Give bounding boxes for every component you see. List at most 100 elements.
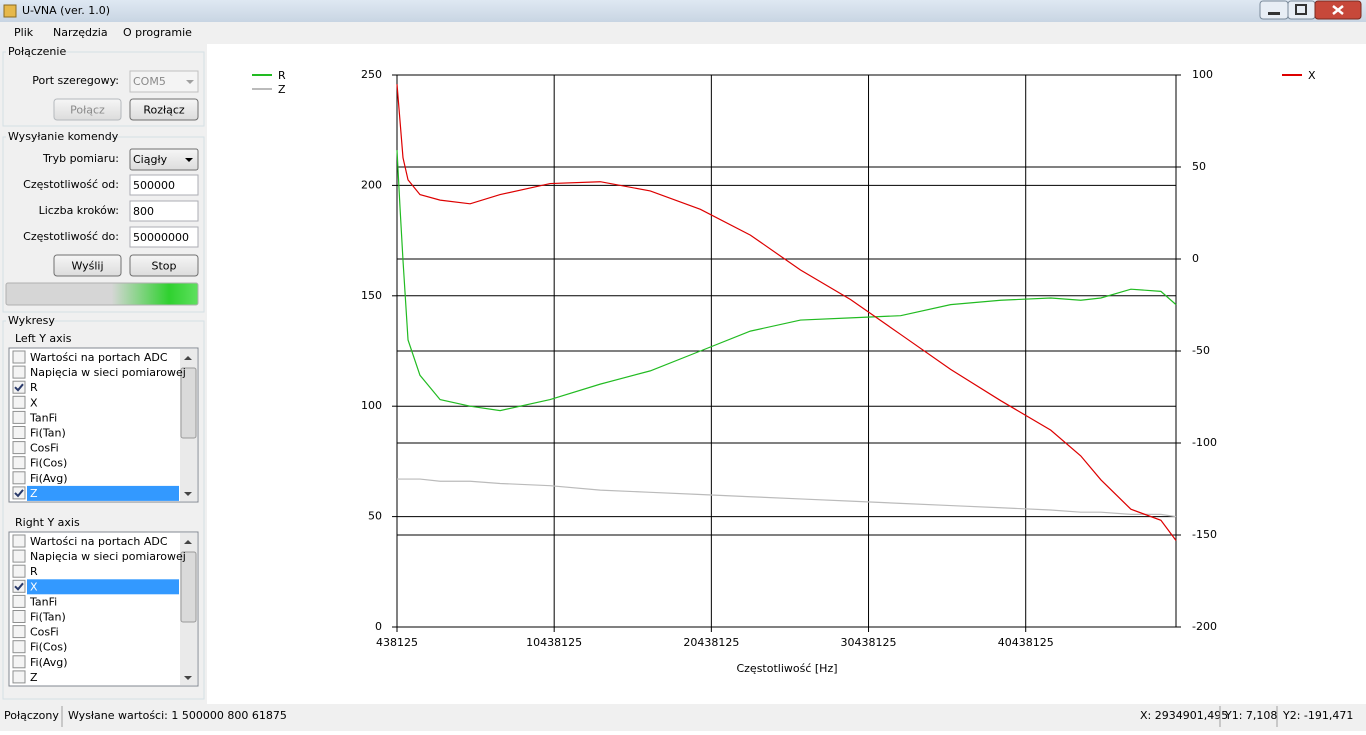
field-label: Liczba kroków:: [39, 204, 119, 217]
dropdown[interactable]: [129, 148, 199, 171]
list-item[interactable]: TanFi: [29, 411, 57, 424]
scroll-thumb[interactable]: [180, 367, 197, 439]
checkbox[interactable]: [12, 410, 26, 424]
checkbox[interactable]: [12, 594, 26, 608]
list-item[interactable]: Wartości na portach ADC: [30, 535, 168, 548]
dropdown-value: Ciągły: [133, 153, 168, 166]
x-tick-label: 10438125: [526, 636, 582, 649]
checkbox[interactable]: [12, 380, 26, 394]
series-line: [396, 84, 1177, 541]
list-item[interactable]: X: [30, 396, 38, 409]
list-selection: [27, 485, 179, 501]
checkbox[interactable]: [12, 564, 26, 578]
group-title-bg: [6, 45, 66, 59]
y-tick-label: 50: [368, 510, 382, 523]
checkbox[interactable]: [12, 670, 26, 684]
button[interactable]: [53, 98, 122, 121]
text-input[interactable]: [129, 174, 199, 196]
list-item[interactable]: Napięcia w sieci pomiarowej: [30, 550, 186, 563]
checkbox[interactable]: [12, 534, 26, 548]
y2-tick-label: 100: [1192, 68, 1213, 81]
list-item[interactable]: Wartości na portach ADC: [30, 351, 168, 364]
text-input[interactable]: [129, 226, 199, 248]
dropdown-arrow: [185, 158, 193, 162]
checkbox[interactable]: [12, 395, 26, 409]
list-item[interactable]: Fi(Tan): [30, 427, 66, 440]
list-item[interactable]: Z: [30, 671, 38, 684]
checkbox[interactable]: [12, 350, 26, 364]
y2-tick-label: -150: [1192, 528, 1217, 541]
minimize-button[interactable]: [1259, 0, 1289, 20]
list-item[interactable]: X: [30, 580, 38, 593]
list-title: Left Y axis: [15, 332, 72, 345]
check-mark: [14, 383, 24, 392]
field-label: Port szeregowy:: [32, 74, 119, 87]
series-line: [397, 478, 1177, 518]
group-title: Wykresy: [8, 314, 55, 327]
button-label: Stop: [151, 260, 176, 273]
list-item[interactable]: Napięcia w sieci pomiarowej: [30, 366, 186, 379]
button[interactable]: [129, 98, 199, 121]
menu-item[interactable]: Plik: [14, 26, 34, 39]
list-box: [8, 531, 199, 687]
menu-item[interactable]: Narzędzia: [53, 26, 108, 39]
checkbox[interactable]: [12, 655, 26, 669]
y2-tick-label: 0: [1192, 252, 1199, 265]
text-input[interactable]: [129, 200, 199, 222]
status-sent: Wysłane wartości: 1 500000 800 61875: [68, 709, 287, 722]
checkbox[interactable]: [12, 426, 26, 439]
checkbox[interactable]: [12, 365, 26, 379]
checkbox[interactable]: [12, 456, 26, 470]
y2-tick-label: -200: [1192, 620, 1217, 633]
series-line: [396, 150, 1177, 412]
list-item[interactable]: Z: [30, 487, 38, 500]
combobox[interactable]: [129, 70, 199, 93]
legend-label: Z: [278, 83, 286, 96]
checkbox[interactable]: [12, 579, 26, 593]
button[interactable]: [129, 254, 199, 277]
list-item[interactable]: CosFi: [30, 442, 59, 455]
list-item[interactable]: Fi(Avg): [30, 656, 68, 669]
minimize-icon: [1268, 12, 1280, 15]
menu-item[interactable]: O programie: [123, 26, 192, 39]
field-label: Częstotliwość od:: [23, 178, 119, 191]
y2-tick-label: -50: [1192, 344, 1210, 357]
y-tick-label: 0: [375, 620, 382, 633]
dropdown-arrow: [184, 356, 192, 360]
x-tick-label: 20438125: [683, 636, 739, 649]
scroll-thumb[interactable]: [180, 551, 197, 623]
group-title: Połączenie: [8, 45, 66, 58]
checkbox[interactable]: [12, 441, 26, 455]
list-item[interactable]: Fi(Cos): [30, 641, 67, 654]
checkbox[interactable]: [12, 471, 26, 485]
field-label: Tryb pomiaru:: [42, 152, 119, 165]
list-item[interactable]: CosFi: [30, 626, 59, 639]
window-title: U-VNA (ver. 1.0): [22, 4, 110, 17]
list-item[interactable]: R: [30, 565, 38, 578]
checkbox[interactable]: [12, 610, 26, 623]
button-label: Rozłącz: [143, 104, 185, 117]
restore-icon: [1295, 4, 1307, 15]
list-item[interactable]: TanFi: [29, 595, 57, 608]
checkbox[interactable]: [12, 625, 26, 639]
text-input-value: 800: [133, 205, 154, 218]
y-tick-label: 100: [361, 399, 382, 412]
button[interactable]: [53, 254, 122, 277]
checkbox[interactable]: [12, 640, 26, 654]
title-bar: [0, 0, 1366, 22]
status-bar: [0, 704, 1366, 731]
list-item[interactable]: Fi(Tan): [30, 611, 66, 624]
list-item[interactable]: Fi(Cos): [30, 457, 67, 470]
legend-label: X: [1308, 69, 1316, 82]
restore-button[interactable]: [1287, 0, 1316, 20]
status-y1: Y1: 7,108: [1224, 709, 1277, 722]
group-box: [2, 51, 205, 127]
list-item[interactable]: R: [30, 381, 38, 394]
checkbox[interactable]: [12, 549, 26, 563]
checkbox[interactable]: [12, 486, 26, 500]
list-box: [8, 347, 199, 503]
list-item[interactable]: Fi(Avg): [30, 472, 68, 485]
legend-label: R: [278, 69, 286, 82]
y2-tick-label: 50: [1192, 160, 1206, 173]
